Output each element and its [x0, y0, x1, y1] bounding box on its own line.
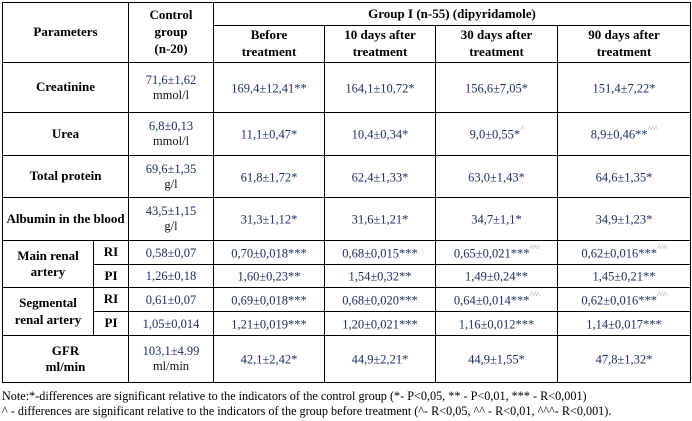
footnote-line-2: ^ - differences are significant relative…	[2, 404, 612, 419]
cell-main-ri-before: 0,70±0,018***	[213, 240, 325, 265]
table-row-segmental-renal-ri: Segmental renal artery RI 0,61±0,07 0,69…	[2, 287, 691, 336]
cell-segmental-ri-90d: 0,62±0,016***^^^	[557, 287, 691, 312]
cell-segmental-pi-control: 1,05±0,014	[128, 311, 214, 336]
cell-albumin-before: 31,3±1,12*	[213, 197, 325, 241]
header-col-90-days: 90 days after treatment	[557, 25, 691, 63]
cell-main-ri-control: 0,58±0,07	[128, 240, 214, 265]
table-row-segmental-renal-pi: PI 1,05±0,014 1,21±0,019*** 1,20±0,021**…	[3, 311, 691, 336]
row-label-urea: Urea	[2, 112, 129, 156]
table-row-main-renal-pi: PI 1,26±0,18 1,60±0,23** 1,54±0,32** 1,4…	[3, 264, 691, 288]
results-table: Parameters Control group (n-20) Group I …	[2, 2, 691, 383]
cell-creatinine-before: 169,4±12,41**	[213, 62, 325, 113]
sublabel-segmental-pi: PI	[93, 311, 129, 336]
cell-segmental-pi-10d: 1,20±0,021***	[324, 311, 436, 336]
cell-creatinine-30d: 156,6±7,05*	[435, 62, 558, 113]
cell-urea-30d: 9,0±0,55*^	[435, 112, 558, 156]
cell-albumin-30d: 34,7±1,1*	[435, 197, 558, 241]
cell-total-protein-before: 61,8±1,72*	[213, 155, 325, 198]
table-row-main-renal-ri: Main renal artery RI 0,58±0,07 0,70±0,01…	[2, 240, 691, 288]
row-label-main-renal-artery: Main renal artery	[2, 240, 94, 288]
cell-urea-90d: 8,9±0,46**^^^	[557, 112, 691, 156]
cell-main-pi-control: 1,26±0,18	[128, 264, 214, 288]
footnote-line-1: Note:*-differences are significant relat…	[2, 389, 587, 403]
sublabel-main-ri: RI	[93, 240, 129, 265]
cell-creatinine-10d: 164,1±10,72*	[324, 62, 436, 113]
cell-albumin-10d: 31,6±1,21*	[324, 197, 436, 241]
header-col-10-days: 10 days after treatment	[324, 25, 436, 63]
cell-urea-10d: 10,4±0,34*	[324, 112, 436, 156]
cell-main-pi-90d: 1,45±0,21**	[557, 264, 691, 288]
cell-urea-before: 11,1±0,47*	[213, 112, 325, 156]
cell-segmental-pi-90d: 1,14±0,017***	[557, 311, 691, 336]
cell-albumin-control: 43,5±1,15 g/l	[128, 197, 214, 241]
cell-main-ri-90d: 0,62±0,016***^^^	[557, 240, 691, 265]
table-row-urea: Urea 6,8±0,13 mmol/l 11,1±0,47* 10,4±0,3…	[2, 112, 691, 156]
cell-main-pi-10d: 1,54±0,32**	[324, 264, 436, 288]
row-label-albumin: Albumin in the blood	[2, 197, 129, 241]
table-row-albumin: Albumin in the blood 43,5±1,15 g/l 31,3±…	[2, 197, 691, 241]
cell-total-protein-30d: 63,0±1,43*	[435, 155, 558, 198]
cell-segmental-ri-30d: 0,64±0,014***^^^	[435, 287, 558, 312]
cell-main-ri-10d: 0,68±0,015***	[324, 240, 436, 265]
header-row-1: Parameters Control group (n-20) Group I …	[2, 2, 691, 63]
table-row-creatinine: Creatinine 71,6±1,62 mmol/l 169,4±12,41*…	[2, 62, 691, 113]
cell-segmental-pi-before: 1,21±0,019***	[213, 311, 325, 336]
row-label-creatinine: Creatinine	[2, 62, 129, 113]
header-col-before: Before treatment	[213, 25, 325, 63]
cell-gfr-30d: 44,9±1,55*	[435, 335, 558, 383]
cell-albumin-90d: 34,9±1,23*	[557, 197, 691, 241]
cell-main-ri-30d: 0,65±0,021***^^^	[435, 240, 558, 265]
cell-total-protein-10d: 62,4±1,33*	[324, 155, 436, 198]
header-row-2: Before treatment 10 days after treatment…	[3, 25, 691, 63]
row-label-segmental-renal-artery: Segmental renal artery	[2, 287, 94, 336]
cell-creatinine-90d: 151,4±7,22*	[557, 62, 691, 113]
header-col-30-days: 30 days after treatment	[435, 25, 558, 63]
cell-gfr-control: 103,1±4.99 ml/min	[128, 335, 214, 383]
sublabel-main-pi: PI	[93, 264, 129, 288]
cell-main-pi-30d: 1,49±0,24**	[435, 264, 558, 288]
cell-segmental-ri-10d: 0,68±0,020***	[324, 287, 436, 312]
cell-main-pi-before: 1,60±0,23**	[213, 264, 325, 288]
cell-segmental-pi-30d: 1,16±0,012***	[435, 311, 558, 336]
cell-urea-control: 6,8±0,13 mmol/l	[128, 112, 214, 156]
sublabel-segmental-ri: RI	[93, 287, 129, 312]
table-row-gfr: GFR ml/min 103,1±4.99 ml/min 42,1±2,42* …	[2, 335, 691, 383]
cell-gfr-90d: 47,8±1,32*	[557, 335, 691, 383]
cell-segmental-ri-before: 0,69±0,018***	[213, 287, 325, 312]
header-group1-title: Group I (n-55) (dipyridamole)	[213, 2, 691, 26]
header-parameters: Parameters	[2, 2, 129, 63]
footnote: Note:*-differences are significant relat…	[2, 389, 692, 420]
row-label-total-protein: Total protein	[2, 155, 129, 198]
cell-creatinine-control: 71,6±1,62 mmol/l	[128, 62, 214, 113]
cell-segmental-ri-control: 0,61±0,07	[128, 287, 214, 312]
cell-total-protein-control: 69,6±1,35 g/l	[128, 155, 214, 198]
cell-total-protein-90d: 64,6±1,35*	[557, 155, 691, 198]
row-label-gfr: GFR ml/min	[2, 335, 129, 383]
table-row-total-protein: Total protein 69,6±1,35 g/l 61,8±1,72* 6…	[2, 155, 691, 198]
cell-gfr-10d: 44,9±2,21*	[324, 335, 436, 383]
header-control-group: Control group (n-20)	[128, 2, 214, 63]
cell-gfr-before: 42,1±2,42*	[213, 335, 325, 383]
